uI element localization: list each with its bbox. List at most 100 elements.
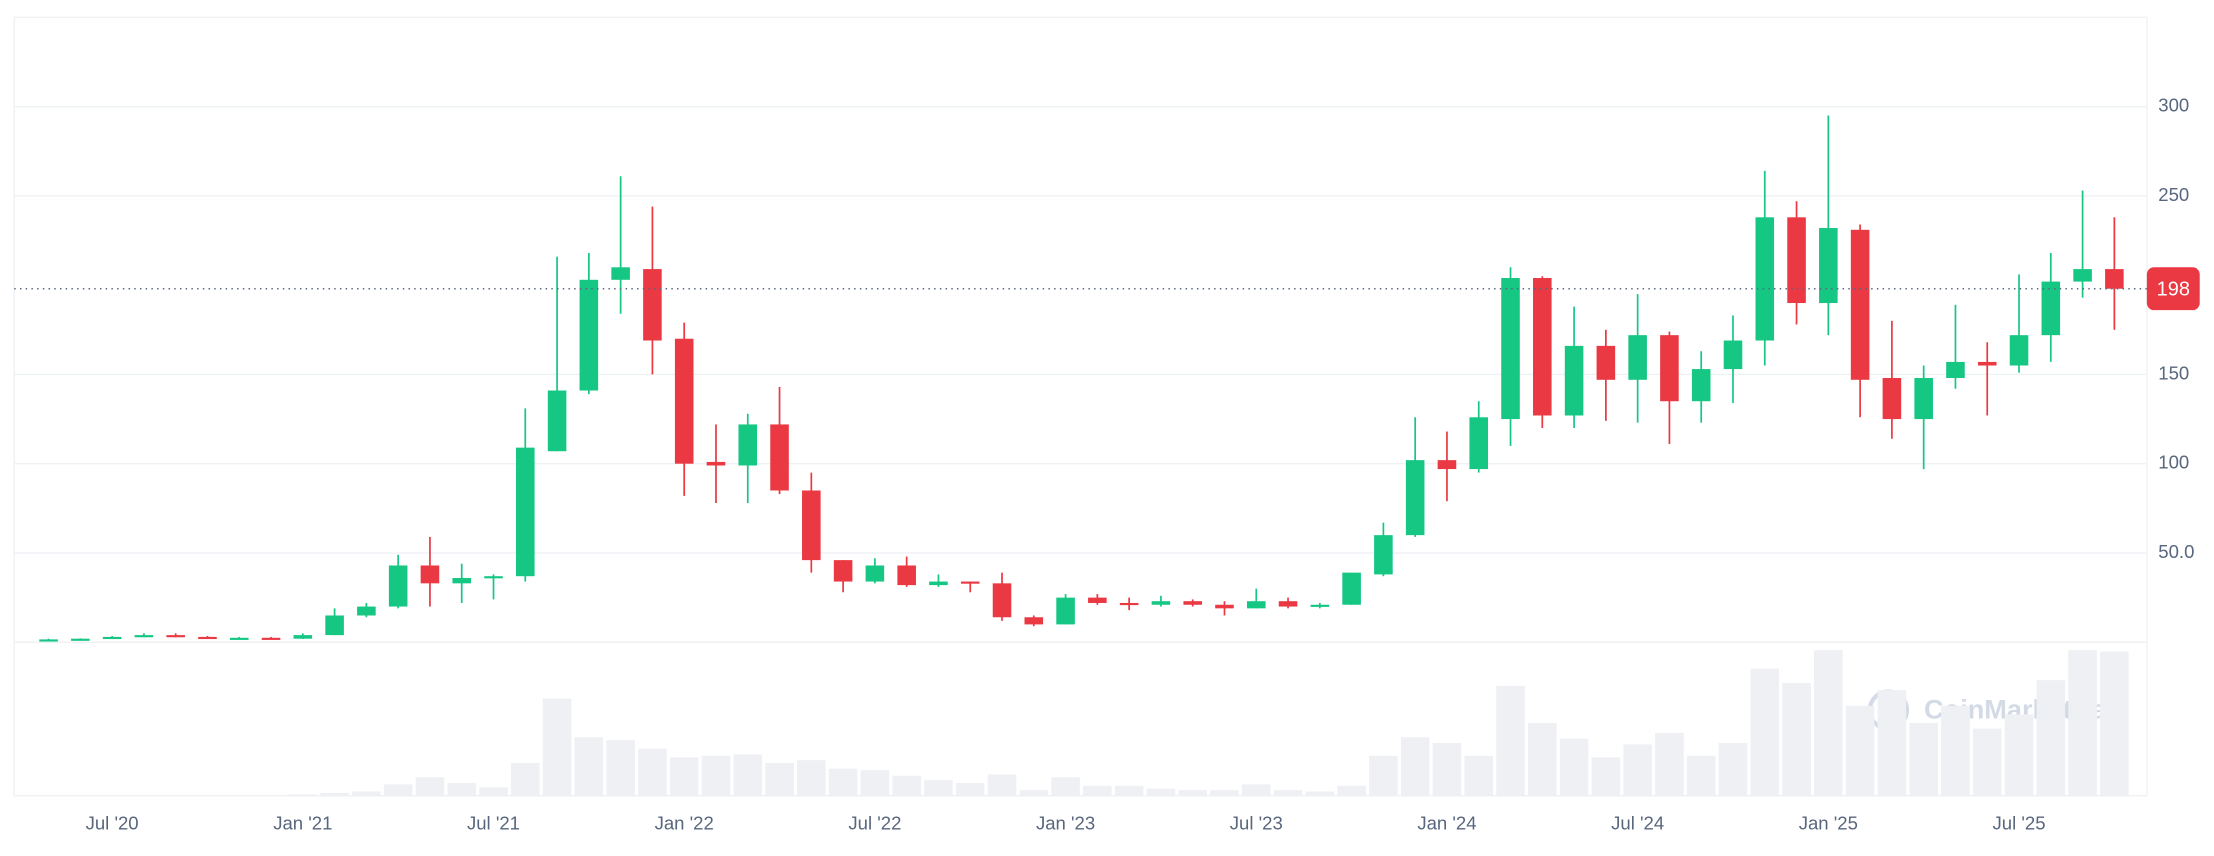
- volume-bar: [1559, 738, 1589, 796]
- candle-body: [579, 279, 599, 391]
- candle-body: [1056, 597, 1075, 625]
- volume-bar: [1305, 791, 1335, 796]
- volume-bar: [542, 698, 572, 796]
- volume-bar: [1369, 755, 1398, 796]
- candle-body: [1564, 345, 1584, 416]
- x-tick-label: Jul '24: [1611, 812, 1664, 833]
- x-tick-label: Jul '23: [1230, 812, 1283, 833]
- volume-bar: [606, 740, 635, 796]
- volume-bar: [1718, 742, 1748, 796]
- volume-bar: [1750, 668, 1780, 796]
- candle-body: [770, 424, 789, 491]
- volume-bar: [1686, 755, 1716, 796]
- volume-bar: [987, 774, 1017, 796]
- candle-body: [1914, 378, 1933, 420]
- candle-body: [1024, 617, 1044, 625]
- candle-body: [357, 606, 376, 616]
- candle-body: [420, 565, 440, 584]
- candle-body: [452, 577, 472, 584]
- volume-bar: [447, 782, 477, 796]
- current-price-label: 198: [2157, 278, 2190, 300]
- volume-bar: [320, 792, 349, 796]
- volume-bar: [2068, 650, 2097, 796]
- x-tick-label: Jul '22: [848, 812, 901, 833]
- candle-body: [1183, 601, 1202, 605]
- candle-body: [611, 267, 630, 280]
- candle-body: [706, 461, 726, 466]
- volume-bar: [1051, 777, 1080, 796]
- candle-body: [484, 576, 503, 579]
- volume-bar: [1241, 784, 1271, 796]
- candle-body: [1691, 369, 1711, 402]
- candle-body: [1533, 278, 1552, 416]
- volume-bar: [1591, 757, 1621, 796]
- candle-body: [2105, 269, 2124, 289]
- volume-bar: [479, 787, 508, 796]
- volume-bar: [1941, 705, 1970, 796]
- x-tick-label: Jan '22: [655, 812, 714, 833]
- y-tick-label: 150: [2158, 362, 2189, 383]
- candle-body: [1660, 335, 1679, 402]
- candle-body: [1787, 217, 1806, 304]
- volume-bar: [1146, 788, 1176, 796]
- volume-bar: [1273, 790, 1303, 796]
- x-tick-label: Jul '21: [467, 812, 520, 833]
- volume-bar: [1845, 705, 1875, 796]
- x-tick-label: Jul '20: [86, 812, 139, 833]
- candle-body: [1278, 601, 1298, 607]
- candle-body: [1977, 361, 1997, 366]
- y-tick-label: 100: [2158, 452, 2189, 473]
- volume-bar: [1782, 682, 1811, 796]
- y-tick-label: 50.0: [2158, 541, 2194, 562]
- volume-bar: [1114, 785, 1144, 796]
- candle-body: [1374, 535, 1393, 575]
- candle-body: [1405, 460, 1425, 536]
- volume-bar: [669, 757, 699, 796]
- candle-body: [1246, 601, 1266, 609]
- candle-body: [802, 490, 821, 561]
- candle-body: [134, 635, 154, 638]
- volume-bar: [1623, 744, 1652, 796]
- y-tick-label: 250: [2158, 184, 2189, 205]
- candle-body: [643, 269, 662, 341]
- volume-bar: [1083, 785, 1112, 796]
- candle-body: [325, 615, 344, 636]
- volume-bar: [574, 737, 604, 796]
- volume-bar: [1210, 790, 1239, 796]
- candle-body: [261, 637, 281, 640]
- y-tick-label: 300: [2158, 95, 2189, 116]
- candle-body: [1342, 572, 1361, 605]
- volume-bar: [955, 782, 985, 796]
- candle-body: [1501, 278, 1520, 420]
- volume-bar: [1655, 732, 1684, 796]
- volume-bar: [638, 748, 667, 796]
- candle-body: [1596, 345, 1616, 380]
- plot-frame: [13, 16, 2148, 797]
- volume-bar: [924, 780, 953, 796]
- volume-bar: [733, 754, 763, 796]
- volume-bar: [1528, 722, 1557, 796]
- volume-bar: [288, 794, 318, 796]
- candle-body: [1437, 460, 1457, 470]
- volume-bar: [1400, 737, 1430, 796]
- candle-body: [960, 581, 980, 584]
- candle-body: [1882, 378, 1902, 420]
- candle-body: [1755, 217, 1775, 341]
- volume-bar: [765, 762, 794, 796]
- volume-bar: [1972, 728, 2002, 796]
- volume-bar: [1909, 722, 1938, 796]
- candle-body: [738, 424, 758, 466]
- volume-bar: [701, 755, 731, 796]
- candle-body: [1088, 597, 1107, 603]
- candle-body: [929, 581, 948, 586]
- candle-body: [39, 639, 58, 642]
- candle-body: [1850, 229, 1870, 380]
- candle-body: [674, 338, 694, 464]
- candle-body: [1119, 602, 1139, 606]
- x-tick-label: Jan '24: [1417, 812, 1476, 833]
- volume-bar: [1464, 755, 1494, 796]
- volume-bar: [1178, 790, 1207, 796]
- candle-body: [1215, 604, 1234, 609]
- volume-bar: [1337, 785, 1366, 796]
